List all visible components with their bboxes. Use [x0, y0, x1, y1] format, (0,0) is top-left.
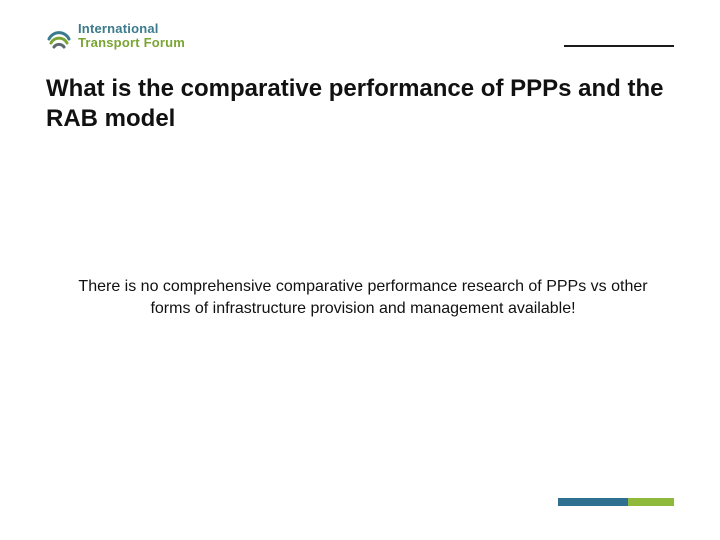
slide: International Transport Forum What is th… [0, 0, 720, 540]
logo-mark-icon [46, 23, 72, 49]
footer-bar-blue [558, 498, 628, 506]
header-rule [564, 45, 674, 47]
logo: International Transport Forum [46, 22, 185, 49]
header: International Transport Forum [46, 22, 674, 49]
logo-line2: Transport Forum [78, 36, 185, 50]
slide-title: What is the comparative performance of P… [46, 74, 674, 134]
logo-text: International Transport Forum [78, 22, 185, 49]
footer-bar-green [628, 498, 674, 506]
footer-accent [558, 498, 674, 506]
logo-line1: International [78, 22, 185, 36]
slide-body: There is no comprehensive comparative pe… [58, 276, 668, 319]
